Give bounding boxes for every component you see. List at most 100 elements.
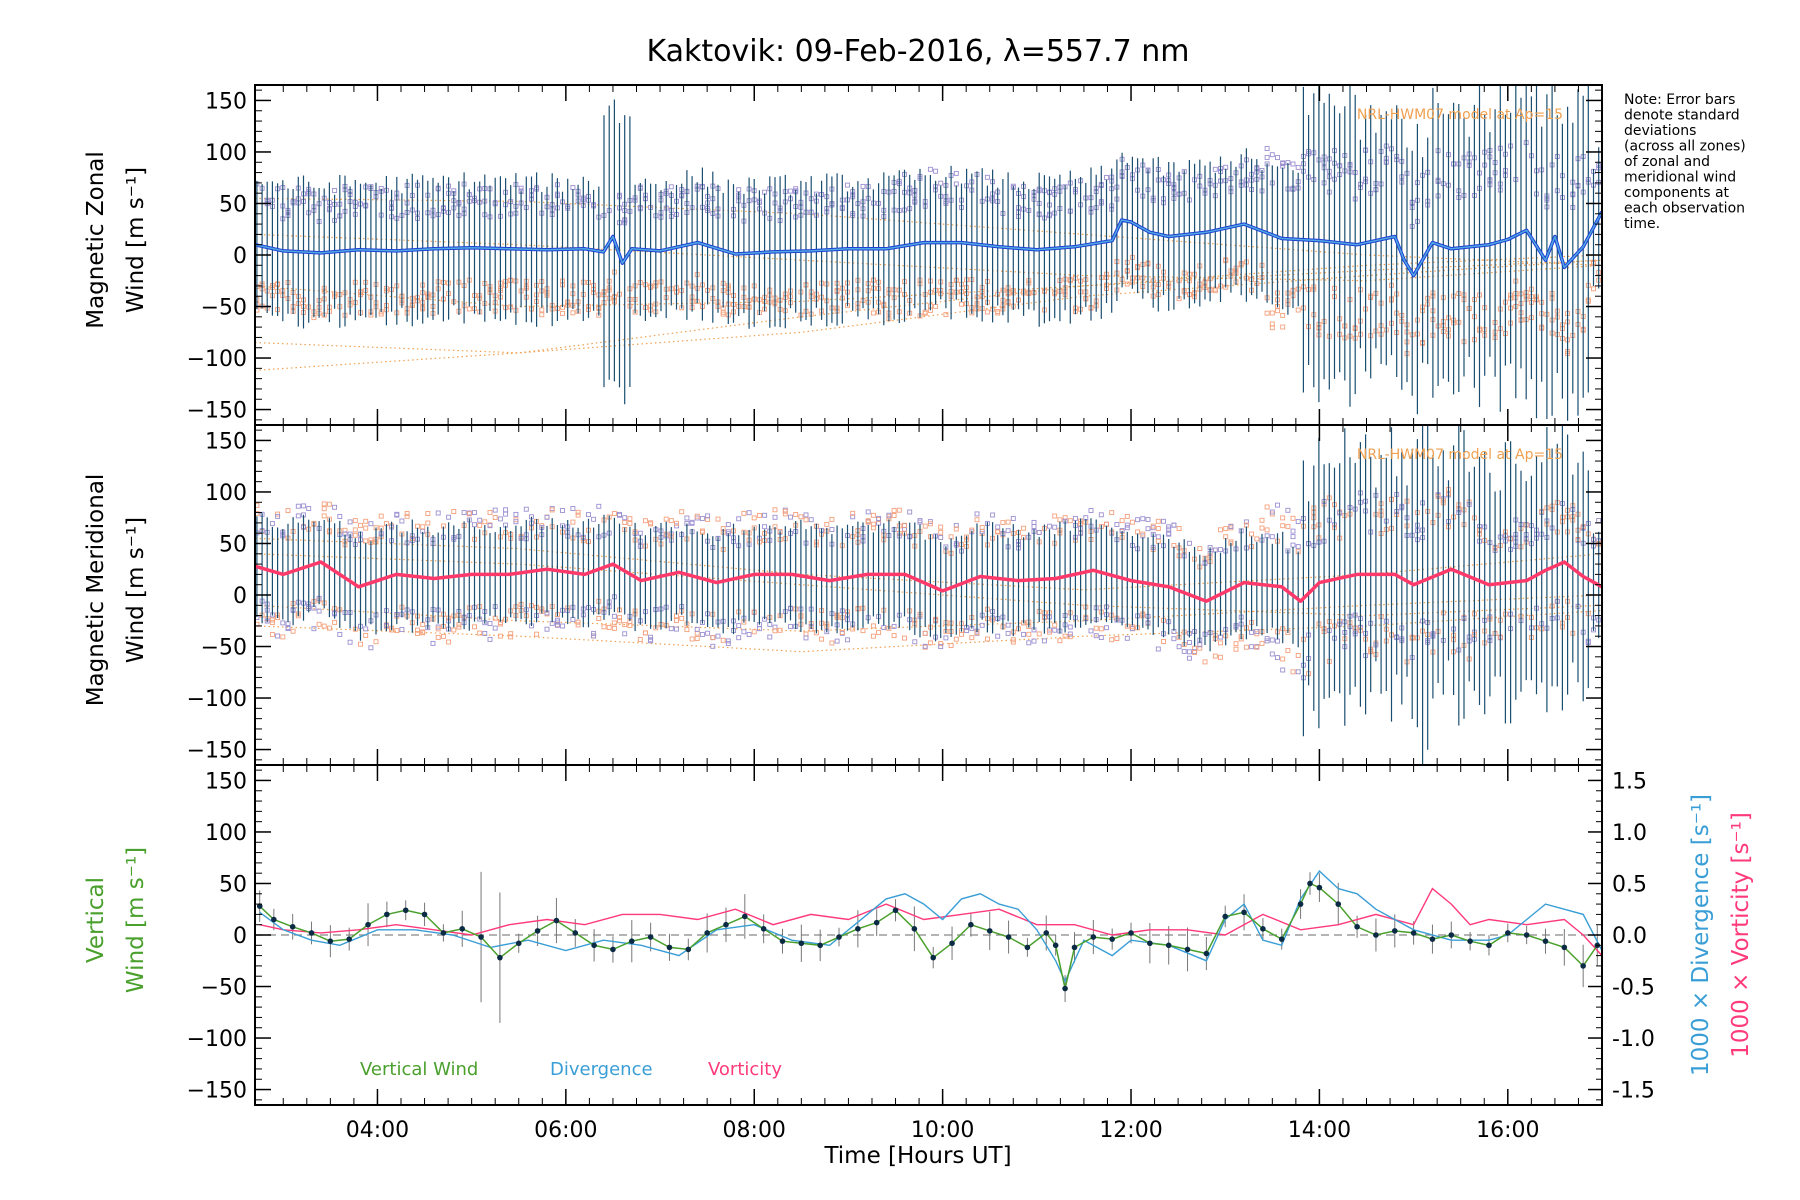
model-label: NRL-HWM07 model at Ap=15 bbox=[1357, 107, 1563, 123]
zone-estimate bbox=[1280, 324, 1286, 330]
zone-estimate bbox=[860, 183, 866, 189]
vertical-wind-point bbox=[327, 938, 334, 944]
zone-estimate bbox=[337, 631, 343, 637]
zone-estimate bbox=[1176, 526, 1182, 531]
meridional-wind-panel: NRL-HWM07 model at Ap=15 −150 −100 −50 0 50 10… bbox=[187, 424, 1603, 766]
vertical-wind-point bbox=[1024, 944, 1031, 951]
zone-estimate bbox=[1243, 644, 1249, 650]
zone-estimate bbox=[1290, 528, 1296, 534]
zone-estimate bbox=[736, 623, 742, 629]
zone-estimate bbox=[1212, 166, 1218, 172]
vertical-wind-point bbox=[968, 921, 974, 928]
vertical-wind-point bbox=[1203, 950, 1210, 957]
zone-estimate bbox=[275, 513, 281, 519]
vertical-wind-point bbox=[1373, 932, 1379, 938]
zone-estimate bbox=[1166, 530, 1172, 536]
zone-estimate bbox=[1155, 534, 1161, 540]
zone-estimate bbox=[668, 626, 674, 632]
zone-estimate bbox=[1264, 310, 1270, 316]
y-tick-label: −100 bbox=[187, 1027, 247, 1052]
zone-estimate bbox=[332, 188, 338, 193]
legend-item: Vorticity bbox=[708, 1059, 782, 1080]
zone-estimate bbox=[1119, 518, 1125, 524]
zone-estimate bbox=[1036, 631, 1042, 637]
zone-estimate bbox=[280, 620, 286, 626]
vertical-wind-point bbox=[1523, 932, 1530, 938]
zone-estimate bbox=[539, 312, 545, 318]
zone-estimate bbox=[378, 513, 384, 519]
zone-estimate bbox=[1218, 527, 1223, 533]
zone-estimate bbox=[399, 626, 405, 632]
vertical-wind-point bbox=[1052, 942, 1059, 949]
zone-estimate bbox=[1275, 155, 1280, 161]
zone-estimate bbox=[492, 625, 498, 631]
zone-estimate bbox=[544, 626, 550, 632]
zone-estimate bbox=[420, 629, 426, 635]
zone-estimate bbox=[352, 527, 358, 533]
zone-estimate bbox=[824, 521, 830, 527]
zone-estimate bbox=[1161, 518, 1166, 524]
vertical-wind-point bbox=[421, 911, 428, 918]
zone-estimate bbox=[1067, 518, 1073, 524]
note-line: time. bbox=[1624, 216, 1660, 232]
vertical-wind-point bbox=[685, 946, 692, 953]
zone-estimate bbox=[943, 312, 949, 318]
zone-estimate bbox=[938, 529, 944, 535]
zone-estimate bbox=[710, 635, 716, 641]
zone-estimate bbox=[290, 628, 296, 634]
vertical-wind-point bbox=[1354, 923, 1360, 930]
zone-estimate bbox=[870, 623, 876, 629]
note-line: meridional wind bbox=[1624, 170, 1736, 186]
zone-estimate bbox=[984, 636, 990, 642]
zone-estimate bbox=[269, 620, 275, 626]
model-curve bbox=[255, 254, 1602, 371]
vertical-wind-point bbox=[1467, 938, 1473, 944]
zone-estimate bbox=[622, 631, 628, 637]
vertical-wind-point bbox=[384, 911, 390, 918]
zone-estimate bbox=[953, 170, 959, 176]
vertical-wind-point bbox=[1316, 884, 1323, 891]
zone-estimate bbox=[927, 521, 933, 527]
zone-estimate bbox=[352, 518, 358, 524]
vertical-wind-point bbox=[930, 954, 937, 961]
zone-estimate bbox=[1067, 624, 1073, 630]
zone-estimate bbox=[1036, 530, 1042, 535]
zone-estimate bbox=[1280, 656, 1286, 662]
zone-estimate bbox=[1254, 629, 1260, 635]
zone-estimate bbox=[974, 511, 980, 517]
zone-estimate bbox=[927, 640, 933, 646]
zone-estimate bbox=[285, 625, 291, 631]
zone-estimate bbox=[570, 310, 576, 316]
zone-estimate bbox=[938, 535, 944, 540]
vertical-wind-point bbox=[1109, 936, 1115, 942]
zone-estimate bbox=[1290, 515, 1296, 521]
zone-estimate bbox=[927, 166, 933, 172]
zone-estimate bbox=[503, 507, 509, 513]
zone-estimate bbox=[451, 509, 457, 514]
zone-estimate bbox=[363, 626, 369, 632]
zone-estimate bbox=[1264, 504, 1270, 510]
zone-estimate bbox=[948, 643, 954, 649]
zone-estimate bbox=[1259, 640, 1265, 646]
zone-estimate bbox=[1026, 640, 1032, 646]
note-line: deviations bbox=[1624, 123, 1696, 139]
zone-estimate bbox=[1295, 519, 1301, 525]
zone-estimate bbox=[332, 619, 338, 625]
zone-estimate bbox=[902, 522, 907, 528]
zone-estimate bbox=[917, 519, 923, 525]
vertical-wind-point bbox=[591, 942, 597, 949]
zone-estimate bbox=[870, 633, 876, 639]
zone-estimate bbox=[1124, 522, 1130, 528]
zone-estimate bbox=[1218, 654, 1223, 660]
zone-estimate bbox=[1062, 633, 1068, 639]
zone-estimate bbox=[1161, 639, 1166, 644]
zone-estimate bbox=[648, 521, 654, 527]
vertical-wind-point bbox=[760, 926, 767, 932]
vertical-wind-point bbox=[610, 946, 616, 953]
zone-estimate bbox=[394, 511, 400, 517]
zone-estimate bbox=[710, 643, 716, 649]
zone-estimate bbox=[938, 641, 944, 647]
zone-estimate bbox=[1212, 653, 1218, 659]
zone-estimate bbox=[637, 637, 643, 642]
vertical-wind-point bbox=[836, 934, 842, 940]
